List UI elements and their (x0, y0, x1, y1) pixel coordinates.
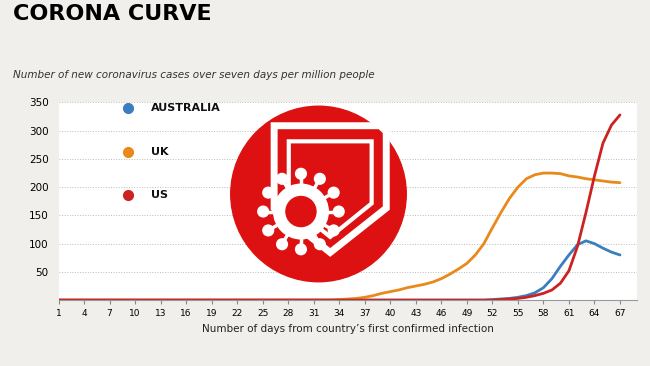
Circle shape (296, 244, 306, 255)
Circle shape (328, 187, 339, 198)
Circle shape (231, 106, 406, 282)
Circle shape (277, 239, 287, 250)
Text: UK: UK (151, 147, 168, 157)
Text: US: US (151, 190, 168, 200)
Circle shape (258, 206, 268, 217)
X-axis label: Number of days from country’s first confirmed infection: Number of days from country’s first conf… (202, 324, 494, 334)
Circle shape (263, 225, 274, 236)
Circle shape (274, 184, 328, 239)
Text: AUSTRALIA: AUSTRALIA (151, 104, 221, 113)
Circle shape (315, 239, 325, 250)
Text: Number of new coronavirus cases over seven days per million people: Number of new coronavirus cases over sev… (13, 70, 374, 79)
Circle shape (277, 173, 287, 184)
Circle shape (333, 206, 344, 217)
Circle shape (286, 197, 316, 227)
Circle shape (328, 225, 339, 236)
Circle shape (263, 187, 274, 198)
Circle shape (296, 168, 306, 179)
Circle shape (315, 173, 325, 184)
Text: CORONA CURVE: CORONA CURVE (13, 4, 212, 24)
